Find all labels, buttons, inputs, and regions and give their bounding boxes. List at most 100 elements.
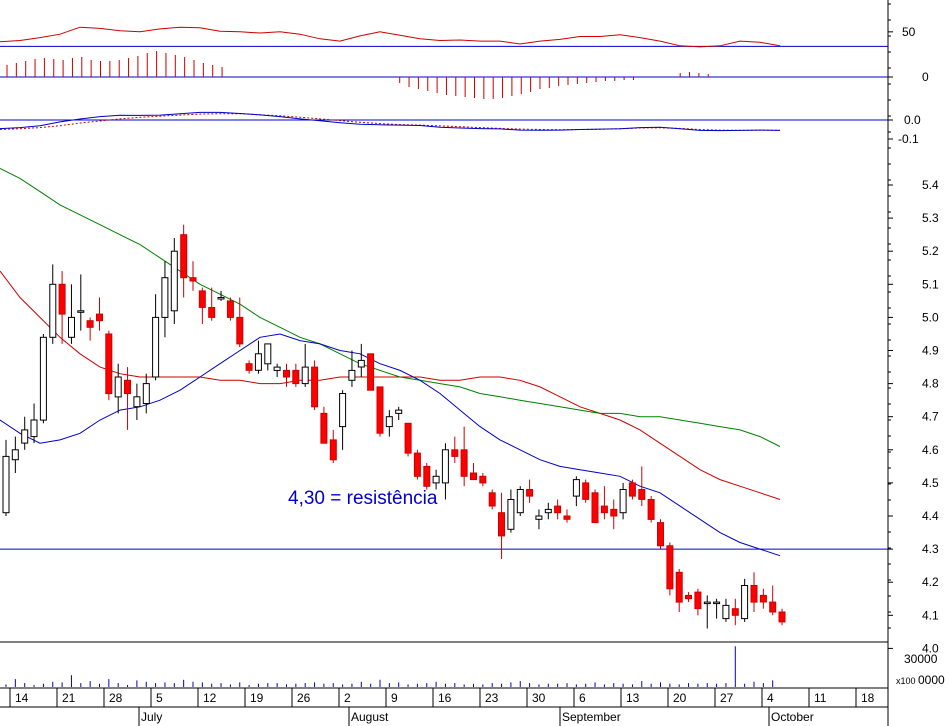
candle-body bbox=[544, 508, 552, 514]
candle-body bbox=[208, 307, 216, 318]
candle-body bbox=[535, 515, 543, 520]
candle-body bbox=[507, 499, 515, 530]
candle-body bbox=[694, 591, 702, 610]
candle-body bbox=[404, 422, 412, 454]
candle-body bbox=[572, 479, 580, 497]
x-day-label: 20 bbox=[673, 691, 687, 705]
x-day-label: 2 bbox=[344, 691, 351, 705]
candle-body bbox=[685, 594, 692, 600]
candle-body bbox=[217, 297, 225, 300]
candle-body bbox=[385, 416, 393, 428]
x-day-label: 9 bbox=[391, 691, 398, 705]
price-tick-label: 4.6 bbox=[922, 443, 939, 457]
candle-body bbox=[638, 489, 646, 500]
price-tick-label: 5.0 bbox=[922, 310, 939, 324]
candle-body bbox=[357, 359, 365, 368]
x-day-label: 11 bbox=[814, 691, 827, 705]
price-tick-label: 4.8 bbox=[922, 377, 939, 391]
candle-body bbox=[713, 601, 721, 605]
candle-body bbox=[778, 611, 786, 623]
candle-body bbox=[722, 604, 730, 620]
price-tick-label: 4.0 bbox=[922, 641, 939, 655]
price-tick-label: 4.5 bbox=[922, 476, 939, 490]
volume-tick-label: 30000 bbox=[904, 652, 938, 666]
volume-tick-label: 0000 bbox=[918, 673, 945, 687]
candle-body bbox=[329, 439, 337, 461]
candle-body bbox=[451, 449, 459, 457]
x-month-label: September bbox=[562, 710, 621, 724]
candle-body bbox=[423, 465, 431, 487]
candle-body bbox=[731, 608, 739, 616]
candle-body bbox=[254, 353, 262, 371]
candle-body bbox=[750, 585, 758, 603]
x-day-label: 5 bbox=[156, 691, 163, 705]
candle-body bbox=[526, 489, 534, 497]
candle-body bbox=[376, 386, 384, 434]
candle-body bbox=[273, 366, 281, 371]
candle-body bbox=[180, 234, 188, 279]
macd-tick-label: 0.0 bbox=[904, 113, 921, 127]
candle-body bbox=[666, 545, 674, 590]
moving-average-line bbox=[0, 168, 781, 447]
candle-body bbox=[264, 343, 272, 365]
rsi-tick-label: 50 bbox=[902, 25, 916, 39]
candle-body bbox=[58, 283, 66, 315]
x-day-label: 13 bbox=[626, 691, 640, 705]
candle-body bbox=[367, 353, 375, 391]
x-day-label: 21 bbox=[62, 691, 76, 705]
x-day-label: 19 bbox=[250, 691, 264, 705]
price-tick-label: 4.7 bbox=[922, 410, 939, 424]
x-day-label: 23 bbox=[485, 691, 499, 705]
moving-average-line bbox=[0, 333, 781, 557]
candle-body bbox=[245, 363, 253, 371]
candle-body bbox=[498, 512, 505, 537]
x-day-label: 6 bbox=[579, 691, 586, 705]
candle-body bbox=[554, 505, 562, 514]
candle-body bbox=[348, 369, 356, 381]
resistance-annotation: 4,30 = resistência bbox=[288, 488, 438, 509]
candle-body bbox=[675, 571, 683, 603]
candle-body bbox=[283, 369, 290, 378]
rsi-panel: 50 bbox=[0, 25, 916, 48]
candle-body bbox=[703, 601, 711, 605]
candle-body bbox=[105, 333, 113, 395]
candle-body bbox=[170, 250, 178, 312]
x-month-label: August bbox=[351, 710, 389, 724]
candle-body bbox=[600, 505, 608, 514]
histogram-panel: 0 bbox=[0, 51, 929, 99]
candle-body bbox=[479, 475, 487, 484]
candle-body bbox=[292, 369, 300, 385]
candle-body bbox=[759, 594, 767, 603]
price-tick-label: 4.1 bbox=[922, 608, 939, 622]
price-tick-label: 4.9 bbox=[922, 344, 939, 358]
candle-body bbox=[741, 585, 749, 620]
candle-body bbox=[311, 366, 319, 408]
candle-body bbox=[628, 482, 636, 497]
candle-body bbox=[30, 419, 38, 438]
candle-body bbox=[86, 320, 94, 328]
x-month-label: October bbox=[771, 710, 814, 724]
candle-body bbox=[657, 522, 664, 547]
macd-panel: 0.0 -0.1 bbox=[0, 111, 921, 146]
price-tick-label: 5.1 bbox=[922, 277, 939, 291]
rsi-line bbox=[0, 26, 781, 48]
macd-line bbox=[0, 111, 781, 132]
moving-average-line bbox=[0, 270, 781, 500]
x-day-label: 27 bbox=[720, 691, 734, 705]
x-day-label: 26 bbox=[297, 691, 311, 705]
candle-body bbox=[133, 396, 141, 408]
price-tick-label: 5.3 bbox=[922, 211, 939, 225]
x-month-label: July bbox=[141, 710, 162, 724]
candle-body bbox=[77, 310, 85, 313]
candle-body bbox=[769, 601, 777, 613]
candle-body bbox=[2, 455, 10, 514]
candle-body bbox=[161, 277, 169, 318]
x-day-label: 12 bbox=[203, 691, 217, 705]
candle-body bbox=[470, 472, 477, 481]
candle-body bbox=[619, 489, 627, 514]
candle-body bbox=[395, 409, 403, 414]
candle-body bbox=[647, 499, 655, 520]
